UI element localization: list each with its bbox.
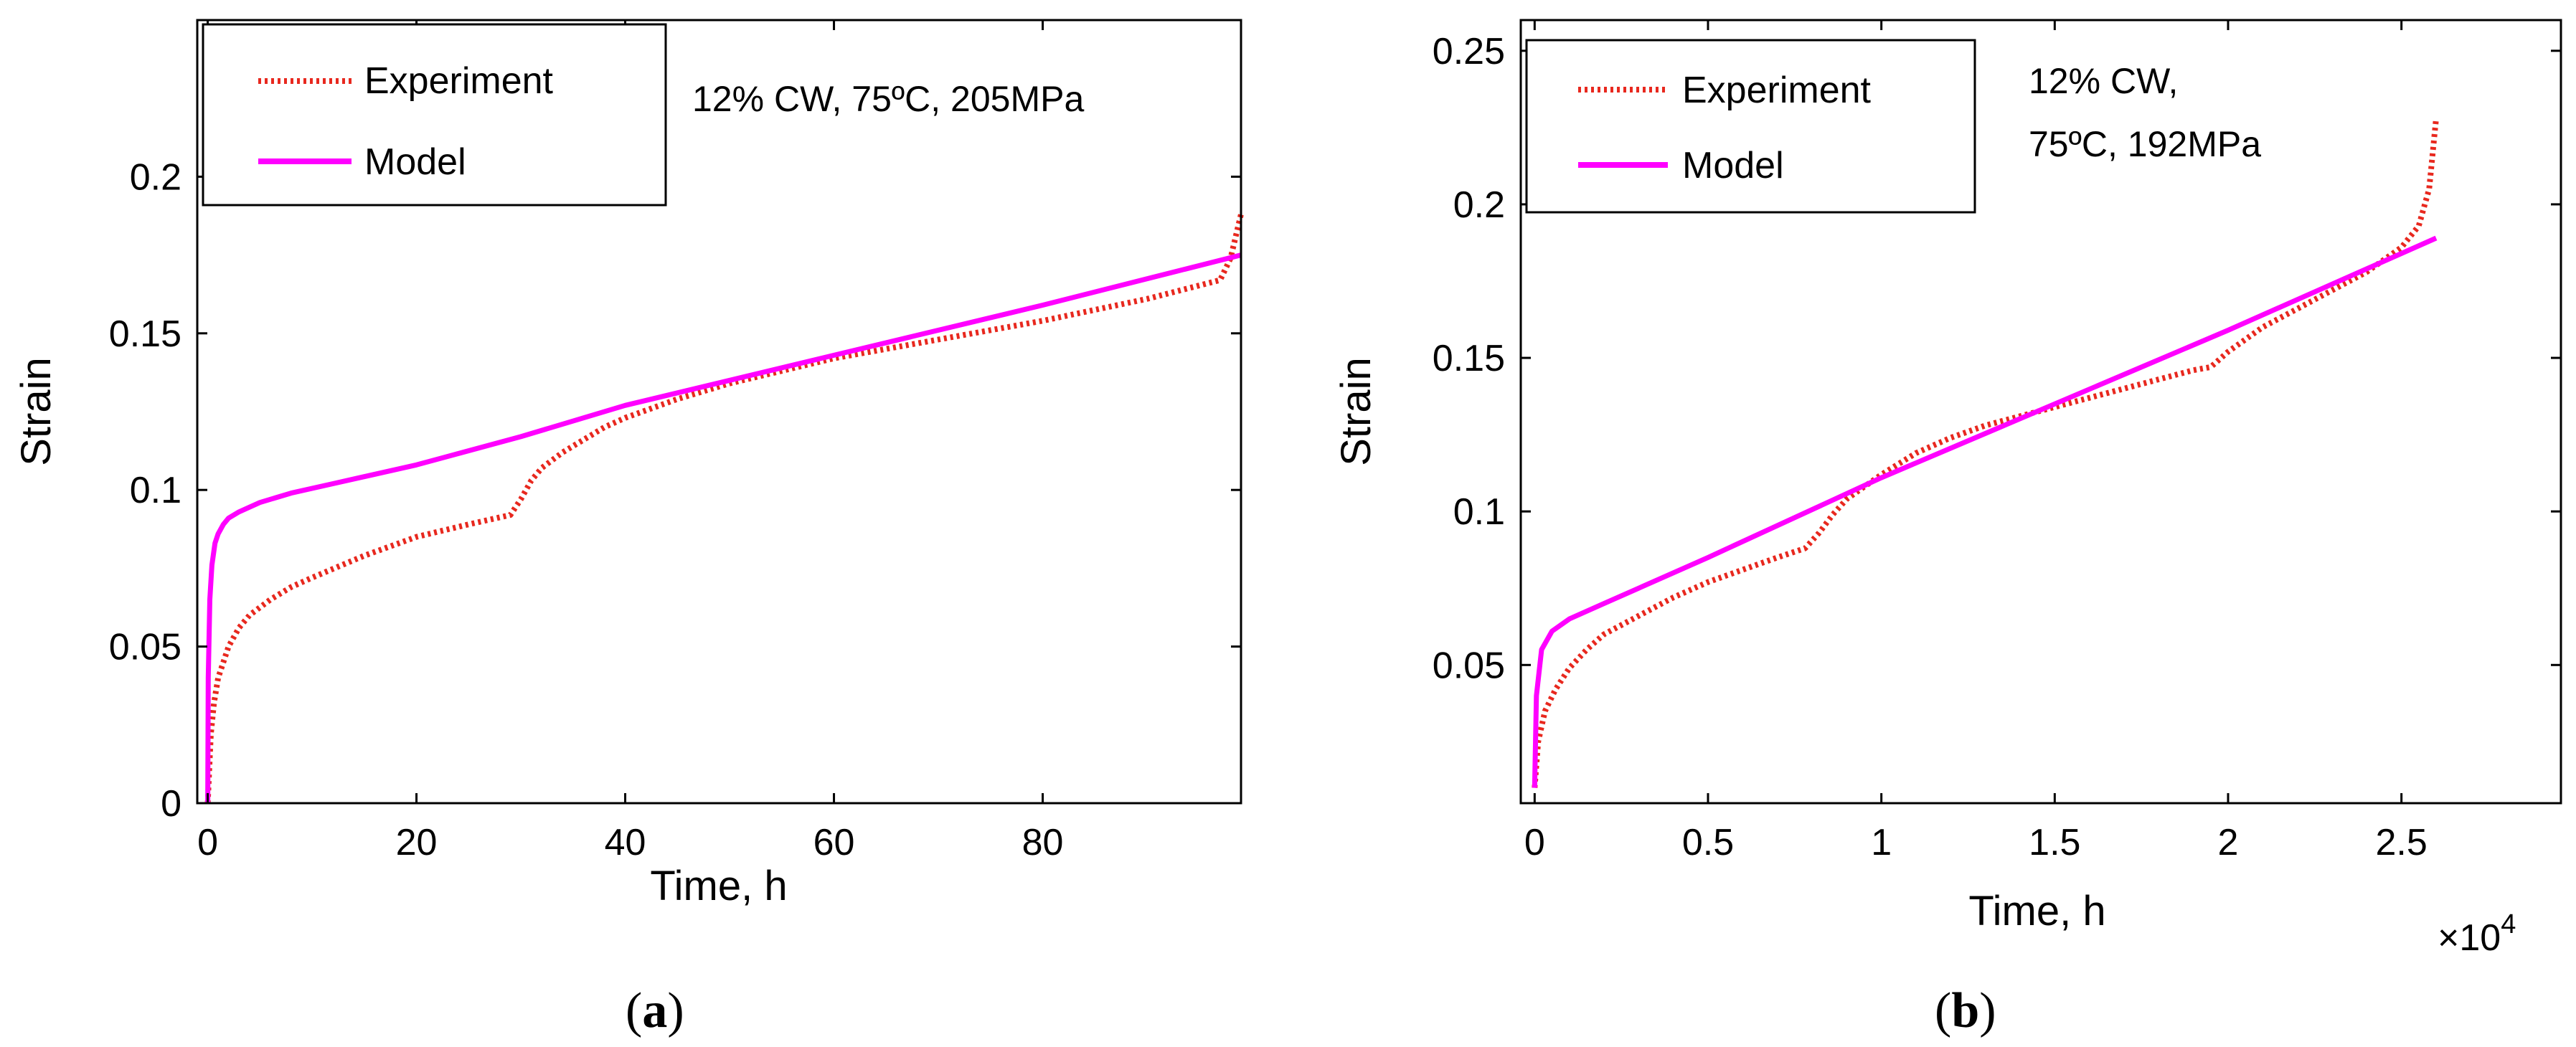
x-tick-label: 1.5	[2029, 822, 2080, 863]
y-tick-label: 0.1	[130, 470, 181, 511]
legend-box-a	[202, 23, 667, 207]
legend-a: Experiment Model	[202, 23, 667, 207]
y-tick-label: 0.1	[1453, 491, 1505, 533]
annotation-a: 12% CW, 75ºC, 205MPa	[692, 79, 1084, 119]
y-tick-label: 0.15	[1433, 338, 1505, 379]
x-tick-label: 60	[813, 822, 855, 863]
series-layer-a	[204, 213, 1244, 804]
series-line-experiment	[204, 213, 1244, 804]
legend-b: Experiment Model	[1525, 39, 1976, 214]
x-tick-label: 20	[396, 822, 438, 863]
legend-label-experiment-b: Experiment	[1682, 70, 1872, 111]
series-layer-b	[1532, 118, 2439, 788]
tick-layer-b: 0 0.5 1 1.5 2 2.5 0.05 0.1 0.15 0.2 0.25	[1433, 20, 2561, 863]
caption-letter-a: a	[642, 983, 667, 1038]
y-tick-label: 0.15	[109, 313, 181, 355]
y-tick-label: 0.2	[130, 156, 181, 198]
y-tick-label: 0.2	[1453, 184, 1505, 226]
x-exponent-power-b: 4	[2501, 909, 2516, 939]
y-tick-label: 0.25	[1433, 31, 1505, 72]
annotation-b-line1: 12% CW,	[2029, 61, 2178, 101]
x-tick-label: 0.5	[1682, 822, 1734, 863]
series-line-model	[1532, 235, 2438, 788]
x-tick-label: 0	[197, 822, 218, 863]
y-axis-label-b: Strain	[1333, 357, 1379, 466]
legend-label-model-a: Model	[364, 141, 466, 183]
y-tick-label: 0.05	[109, 627, 181, 668]
x-axis-label-b: Time, h	[1968, 888, 2105, 934]
caption-a: (a)	[626, 983, 684, 1038]
x-tick-label: 0	[1524, 822, 1545, 863]
series-line-model	[205, 252, 1242, 804]
annotation-b-line2: 75ºC, 192MPa	[2029, 124, 2261, 164]
legend-label-model-b: Model	[1682, 145, 1784, 186]
x-tick-label: 40	[605, 822, 646, 863]
legend-box-b	[1525, 39, 1976, 214]
x-axis-label-a: Time, h	[650, 863, 787, 909]
x-tick-label: 1	[1871, 822, 1892, 863]
x-exponent-label-b: ×104	[2438, 909, 2516, 959]
tick-layer-a: 0 20 40 60 80 0 0.05 0.1 0.15 0.2	[109, 20, 1241, 863]
chart-panel-b: 0 0.5 1 1.5 2 2.5 0.05 0.1 0.15 0.2 0.25 Time, h S…	[1333, 19, 2562, 1038]
x-tick-label: 80	[1022, 822, 1064, 863]
plot-frame-b	[1519, 19, 2562, 805]
y-axis-label-a: Strain	[13, 357, 60, 466]
caption-b: (b)	[1935, 983, 1996, 1038]
series-line-experiment	[1532, 118, 2439, 788]
legend-label-experiment-a: Experiment	[364, 60, 554, 102]
x-tick-label: 2	[2218, 822, 2239, 863]
y-tick-label: 0.05	[1433, 645, 1505, 686]
caption-letter-b: b	[1951, 983, 1979, 1038]
y-tick-label: 0	[161, 783, 181, 825]
plot-frame-a	[196, 19, 1242, 805]
x-tick-label: 2.5	[2376, 822, 2428, 863]
